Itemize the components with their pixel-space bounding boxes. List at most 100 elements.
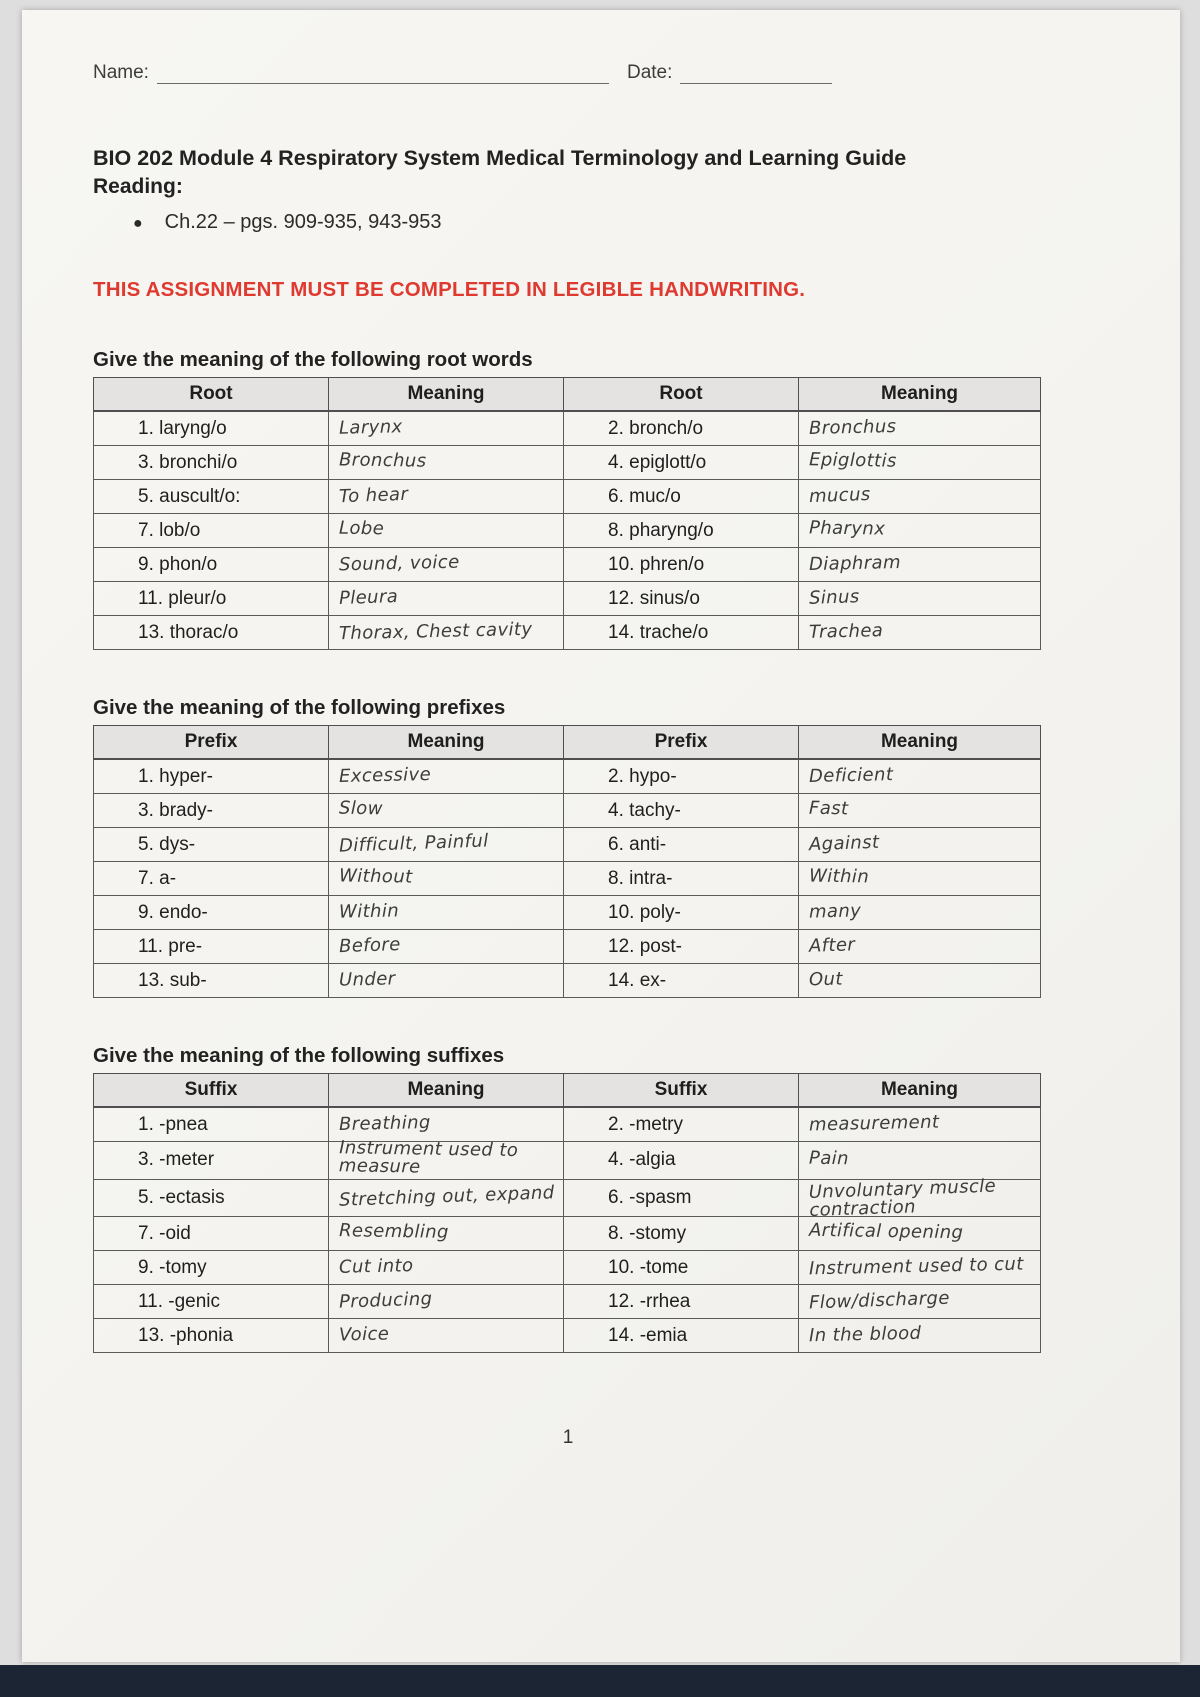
term-cell: 9. phon/o: [93, 547, 329, 583]
handwritten-answer-cell: Bronchus: [328, 445, 564, 481]
handwritten-answer: Slow: [338, 797, 383, 820]
handwritten-answer: measurement: [808, 1111, 940, 1136]
handwritten-answer-cell: Fast: [798, 793, 1041, 829]
handwritten-answer-cell: Before: [328, 929, 564, 965]
term-cell: 3. brady-: [93, 793, 329, 829]
term-cell: 1. hyper-: [93, 758, 329, 795]
handwritten-answer-cell: Diaphram: [798, 547, 1041, 583]
table-row: 11. -genic Producing 12. -rrhea Flow/discha…: [93, 1284, 1041, 1320]
table-row: 1. laryng/o Larynx 2. bronch/o Bronchus: [93, 410, 1041, 447]
reading-item-row: ● Ch.22 – pgs. 909-935, 943-953: [133, 211, 1043, 234]
handwritten-answer-cell: Producing: [328, 1284, 564, 1320]
table-header-row: Suffix Meaning Suffix Meaning: [93, 1073, 1041, 1109]
handwritten-answer: Without: [338, 865, 413, 888]
term-cell: 8. -stomy: [563, 1216, 799, 1252]
term-cell: 3. bronchi/o: [93, 445, 329, 481]
handwritten-answer: Instrument used to cut: [808, 1253, 1024, 1280]
handwritten-answer: Bronchus: [808, 416, 897, 440]
handwritten-answer-cell: Cut into: [328, 1250, 564, 1286]
term-cell: 8. intra-: [563, 861, 799, 897]
term-cell: 7. lob/o: [93, 513, 329, 549]
table-row: 11. pre- Before 12. post- After: [93, 929, 1041, 965]
handwritten-answer: Artifical opening: [808, 1220, 964, 1244]
term-cell: 10. -tome: [563, 1250, 799, 1286]
table-row: 13. thorac/o Thorax, Chest cavity 14. trac…: [93, 615, 1041, 651]
handwritten-answer-cell: Lobe: [328, 513, 564, 549]
meaning-column-header: Meaning: [328, 1073, 564, 1109]
handwritten-answer-cell: Artifical opening: [798, 1216, 1041, 1252]
term-cell: 9. endo-: [93, 895, 329, 931]
section-heading: Give the meaning of the following prefix…: [93, 696, 506, 720]
table-row: 1. hyper- Excessive 2. hypo- Deficient: [93, 758, 1041, 795]
term-cell: 1. laryng/o: [93, 410, 329, 447]
handwritten-answer-cell: Sound, voice: [328, 547, 564, 583]
term-cell: 3. -meter: [93, 1141, 329, 1180]
handwritten-answer: Sinus: [808, 586, 860, 609]
table-row: 11. pleur/o Pleura 12. sinus/o Sinus: [93, 581, 1041, 617]
table-row: 7. -oid Resembling 8. -stomy Artifical open…: [93, 1216, 1041, 1252]
term-cell: 8. pharyng/o: [563, 513, 799, 549]
page-content: Name: Date: BIO 202 Module 4 Respiratory…: [93, 52, 1043, 1448]
term-cell: 10. poly-: [563, 895, 799, 931]
handwritten-answer-cell: Thorax, Chest cavity: [328, 615, 564, 651]
name-date-row: Name: Date:: [93, 62, 1043, 84]
reading-label: Reading:: [93, 175, 183, 199]
handwritten-answer-cell: Trachea: [798, 615, 1041, 651]
table-row: 5. dys- Difficult, Painful 6. anti- Against: [93, 827, 1041, 863]
handwritten-answer: Bronchus: [338, 449, 427, 472]
table-row: 7. a- Without 8. intra- Within: [93, 861, 1041, 897]
handwritten-answer: Trachea: [808, 620, 884, 643]
handwritten-answer-cell: Sinus: [798, 581, 1041, 617]
handwritten-answer-cell: Pharynx: [798, 513, 1041, 549]
handwritten-answer-cell: Resembling: [328, 1216, 564, 1252]
table-header-row: Prefix Meaning Prefix Meaning: [93, 725, 1041, 761]
handwritten-answer-cell: Against: [798, 827, 1041, 863]
handwritten-answer: Within: [338, 900, 400, 923]
handwritten-answer: mucus: [808, 483, 871, 508]
term-cell: 14. trache/o: [563, 615, 799, 651]
handwritten-answer-cell: Out: [798, 963, 1041, 999]
term-cell: 2. hypo-: [563, 758, 799, 795]
term-cell: 10. phren/o: [563, 547, 799, 583]
term-cell: 7. -oid: [93, 1216, 329, 1252]
term-cell: 13. -phonia: [93, 1318, 329, 1354]
handwritten-answer-cell: Slow: [328, 793, 564, 829]
handwritten-answer: Out: [808, 968, 844, 991]
handwritten-answer-cell: After: [798, 929, 1041, 965]
handwritten-answer: Stretching out, expand: [338, 1182, 555, 1212]
handwritten-answer: Diaphram: [808, 551, 902, 576]
worksheet-page: Name: Date: BIO 202 Module 4 Respiratory…: [22, 10, 1180, 1662]
section-heading: Give the meaning of the following suffix…: [93, 1044, 505, 1068]
name-label: Name:: [93, 62, 149, 83]
handwritten-answer: Sound, voice: [338, 551, 460, 576]
prefixes-section: Give the meaning of the following prefix…: [93, 696, 1043, 999]
term-cell: 6. muc/o: [563, 479, 799, 515]
handwritten-answer: Producing: [338, 1288, 433, 1313]
handwritten-answer: Difficult, Painful: [338, 830, 489, 857]
handwritten-answer: Unvoluntary muscle contraction: [808, 1175, 997, 1221]
term-column-header: Prefix: [563, 725, 799, 761]
term-cell: 14. ex-: [563, 963, 799, 999]
handwritten-answer-cell: Epiglottis: [798, 445, 1041, 481]
term-cell: 2. bronch/o: [563, 410, 799, 447]
table-row: 13. -phonia Voice 14. -emia In the blood: [93, 1318, 1041, 1354]
handwritten-answer-cell: Breathing: [328, 1106, 564, 1143]
handwritten-answer: In the blood: [808, 1322, 922, 1347]
handwritten-answer: Pharynx: [808, 517, 886, 540]
term-cell: 12. sinus/o: [563, 581, 799, 617]
suffixes-section: Give the meaning of the following suffix…: [93, 1044, 1043, 1354]
meaning-column-header: Meaning: [798, 377, 1041, 413]
handwritten-answer-cell: Bronchus: [798, 410, 1041, 447]
handwritten-answer: many: [808, 900, 862, 923]
table-row: 5. -ectasis Stretching out, expand 6. -spa…: [93, 1175, 1041, 1221]
table-row: 9. endo- Within 10. poly-many: [93, 895, 1041, 931]
table-row: 3. brady- Slow 4. tachy- Fast: [93, 793, 1041, 829]
term-cell: 6. -spasm: [563, 1178, 799, 1218]
term-column-header: Suffix: [563, 1073, 799, 1109]
handwritten-answer: Larynx: [338, 416, 403, 439]
bullet-icon: ●: [133, 215, 143, 233]
term-cell: 7. a-: [93, 861, 329, 897]
handwritten-answer-cell: In the blood: [798, 1318, 1041, 1354]
handwritten-answer: Before: [338, 933, 401, 958]
meaning-column-header: Meaning: [798, 725, 1041, 761]
